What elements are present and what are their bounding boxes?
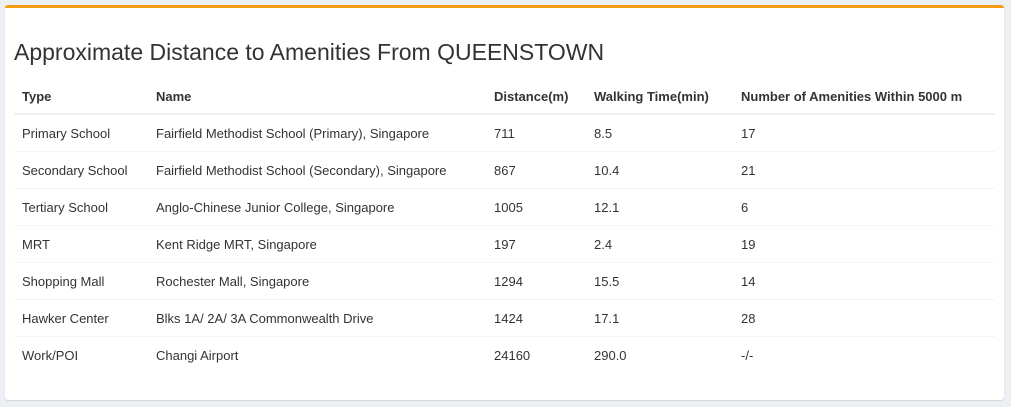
cell-name: Changi Airport	[148, 336, 486, 373]
column-header-distance: Distance(m)	[486, 79, 586, 115]
cell-name: Fairfield Methodist School (Primary), Si…	[156, 125, 430, 141]
cell-name: Blks 1A/ 2A/ 3A Commonwealth Drive	[148, 299, 486, 337]
cell-amenities-within: 14	[733, 262, 995, 300]
cell-walking-time: 17.1	[586, 299, 733, 337]
cell-amenities-within: 19	[733, 225, 995, 263]
table-row: Primary School Fairfield Methodist Schoo…	[14, 114, 995, 152]
panel-title: Approximate Distance to Amenities From Q…	[14, 39, 605, 65]
cell-distance: 24160	[486, 336, 586, 373]
cell-walking-time: 15.5	[586, 262, 733, 300]
cell-amenities-within: 28	[733, 299, 995, 337]
table-row: Hawker Center Blks 1A/ 2A/ 3A Commonweal…	[14, 299, 995, 337]
table-header-row: Type Name Distance(m) Walking Time(min) …	[14, 79, 995, 115]
cell-name: Anglo-Chinese Junior College, Singapore	[148, 188, 486, 226]
column-header-name: Name	[148, 79, 486, 115]
table-row: Shopping Mall Rochester Mall, Singapore …	[14, 262, 995, 300]
cell-amenities-within: 21	[733, 151, 995, 189]
cell-walking-time: 8.5	[594, 125, 613, 141]
cell-name: Kent Ridge MRT, Singapore	[148, 225, 486, 263]
column-header-walking-time: Walking Time(min)	[586, 79, 733, 115]
cell-amenities-within: 6	[733, 188, 995, 226]
cell-type: MRT	[14, 225, 148, 263]
cell-walking-time: 10.4	[586, 151, 733, 189]
cell-type: Primary School	[22, 125, 111, 141]
amenities-table: Type Name Distance(m) Walking Time(min) …	[14, 79, 995, 373]
cell-type: Tertiary School	[14, 188, 148, 226]
column-header-type: Type	[14, 79, 148, 115]
cell-type: Secondary School	[14, 151, 148, 189]
cell-walking-time: 2.4	[586, 225, 733, 263]
table-row: Tertiary School Anglo-Chinese Junior Col…	[14, 188, 995, 226]
table-row: Secondary School Fairfield Methodist Sch…	[14, 151, 995, 189]
cell-distance: 197	[486, 225, 586, 263]
cell-distance: 711	[494, 125, 515, 141]
cell-walking-time: 290.0	[586, 336, 733, 373]
cell-name: Rochester Mall, Singapore	[148, 262, 486, 300]
cell-type: Shopping Mall	[14, 262, 148, 300]
cell-distance: 1005	[486, 188, 586, 226]
cell-name: Fairfield Methodist School (Secondary), …	[148, 151, 486, 189]
table-row: Work/POI Changi Airport 24160 290.0 -/-	[14, 336, 995, 373]
cell-distance: 1294	[486, 262, 586, 300]
cell-type: Work/POI	[14, 336, 148, 373]
cell-distance: 867	[486, 151, 586, 189]
amenities-panel: Approximate Distance to Amenities From Q…	[5, 5, 1004, 400]
cell-walking-time: 12.1	[586, 188, 733, 226]
cell-type: Hawker Center	[14, 299, 148, 337]
cell-amenities-within: 17	[741, 125, 756, 141]
table-row: MRT Kent Ridge MRT, Singapore 197 2.4 19	[14, 225, 995, 263]
cell-distance: 1424	[486, 299, 586, 337]
cell-amenities-within: -/-	[733, 336, 995, 373]
column-header-amenities-within: Number of Amenities Within 5000 m	[733, 79, 995, 115]
